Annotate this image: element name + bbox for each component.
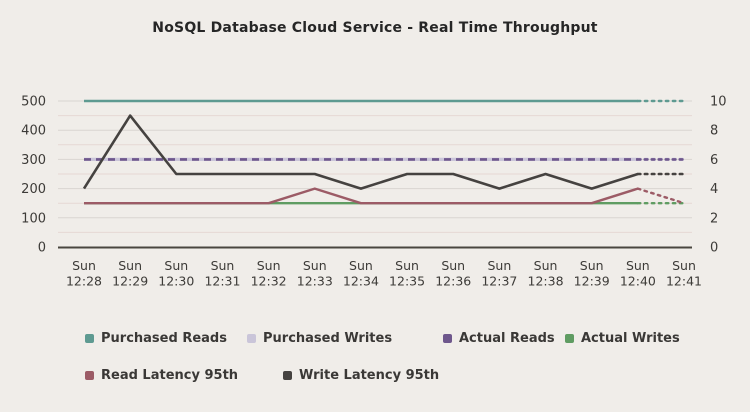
legend-label: Write Latency 95th <box>299 367 440 383</box>
right-axis-tick-label: 10 <box>710 95 727 110</box>
right-axis-tick-label: 8 <box>710 124 718 139</box>
x-axis-tick-label: Sun 12:28 <box>66 258 102 289</box>
x-axis-tick-label: Sun 12:32 <box>251 258 287 289</box>
legend-row: Read Latency 95th Write Latency 95th <box>0 365 750 385</box>
legend-label: Actual Reads <box>459 330 555 346</box>
series-line-write-latency-95th <box>82 114 639 190</box>
x-axis-tick-label: Sun 12:30 <box>158 258 194 289</box>
left-axis-tick-label: 300 <box>21 153 46 168</box>
x-axis-tick-label: Sun 12:40 <box>620 258 656 289</box>
read-latency-95th-swatch-icon <box>85 370 94 380</box>
legend-item-actual-writes[interactable]: Actual Writes <box>565 331 750 346</box>
x-axis-tick-label: Sun 12:38 <box>528 258 564 289</box>
legend-label: Purchased Reads <box>101 330 227 346</box>
x-axis-tick-label: Sun 12:33 <box>297 258 333 289</box>
chart-title: NoSQL Database Cloud Service - Real Time… <box>152 20 598 36</box>
right-axis-tick-label: 6 <box>710 153 718 168</box>
legend-label: Read Latency 95th <box>101 367 239 383</box>
x-axis-tick-label: Sun 12:41 <box>666 258 702 289</box>
right-axis-tick-label: 0 <box>710 241 718 256</box>
x-axis-tick-label: Sun 12:29 <box>112 258 148 289</box>
legend-item-read-latency-95th[interactable]: Read Latency 95th <box>85 368 283 383</box>
left-axis-tick-label: 100 <box>21 211 46 226</box>
legend-item-purchased-writes[interactable]: Purchased Writes <box>247 331 443 346</box>
left-axis-tick-label: 200 <box>21 182 46 197</box>
series-line-read-latency-95th <box>84 187 639 205</box>
chart-legend: Purchased Reads Purchased Writes Actual Re… <box>0 328 750 385</box>
write-latency-95th-swatch-icon <box>283 370 292 380</box>
legend-label: Actual Writes <box>581 330 680 346</box>
right-axis-tick-label: 2 <box>710 211 718 226</box>
x-axis-tick-label: Sun 12:37 <box>481 258 517 289</box>
left-axis-tick-label: 500 <box>21 95 46 110</box>
actual-reads-swatch-icon <box>443 333 452 343</box>
legend-item-actual-reads[interactable]: Actual Reads <box>443 331 565 346</box>
legend-item-purchased-reads[interactable]: Purchased Reads <box>85 331 247 346</box>
actual-writes-swatch-icon <box>565 333 574 343</box>
left-axis-tick-label: 400 <box>21 124 46 139</box>
legend-item-write-latency-95th[interactable]: Write Latency 95th <box>283 368 750 383</box>
x-axis-tick-label: Sun 12:35 <box>389 258 425 289</box>
left-axis-tick-label: 0 <box>38 241 46 256</box>
x-axis-tick-label: Sun 12:36 <box>435 258 471 289</box>
legend-row: Purchased Reads Purchased Writes Actual Re… <box>0 328 750 348</box>
x-axis-tick-label: Sun 12:39 <box>574 258 610 289</box>
legend-label: Purchased Writes <box>263 330 393 346</box>
throughput-chart: 0 100 200 300 400 500 0 2 4 6 8 10 Sun 12:28 Sun 12:29 S… <box>21 95 727 289</box>
x-axis-tick-label: Sun 12:31 <box>204 258 240 289</box>
purchased-reads-swatch-icon <box>85 333 94 343</box>
x-axis-tick-label: Sun 12:34 <box>343 258 379 289</box>
purchased-writes-swatch-icon <box>247 333 256 343</box>
right-axis-tick-label: 4 <box>710 182 718 197</box>
series-line-tail-read-latency-95th <box>636 187 686 205</box>
